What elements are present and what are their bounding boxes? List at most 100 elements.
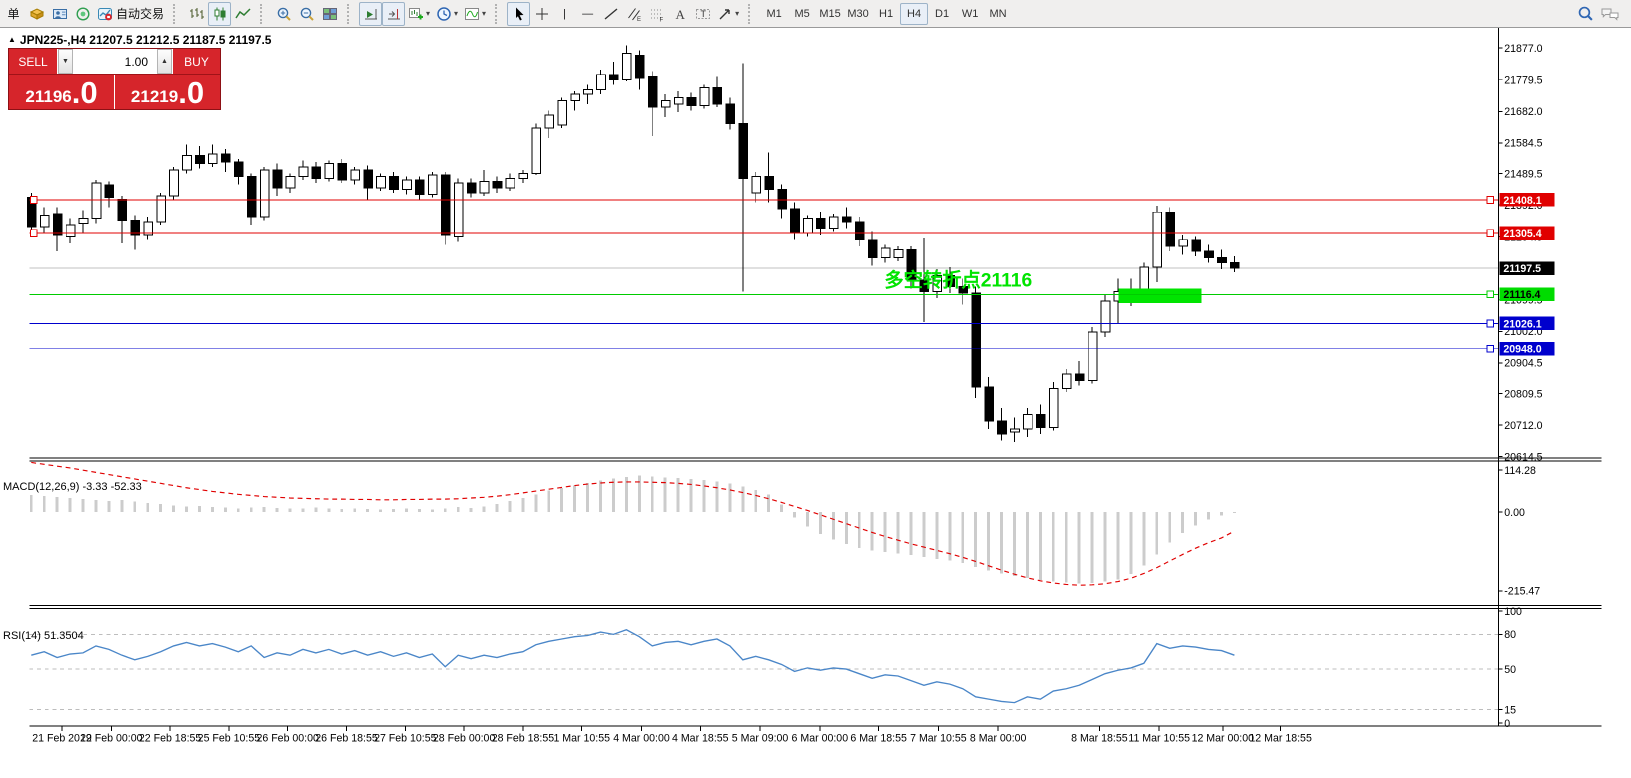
trendline-button[interactable] bbox=[599, 2, 622, 26]
highlight-zone[interactable] bbox=[1118, 288, 1202, 304]
auto-scroll-button[interactable] bbox=[359, 1, 383, 26]
candle-chart-button[interactable] bbox=[208, 1, 232, 26]
line-handle[interactable] bbox=[1486, 196, 1495, 204]
timeframe-w1[interactable]: W1 bbox=[961, 7, 979, 20]
indicators-button[interactable]: ▾ bbox=[461, 2, 489, 26]
toolbar-grip[interactable] bbox=[495, 3, 503, 24]
toolbar-grip[interactable] bbox=[347, 3, 355, 24]
price-badge-label: 20948.0 bbox=[1503, 344, 1541, 356]
timeframe-h1[interactable]: H1 bbox=[879, 7, 894, 20]
sell-price-pips: .0 bbox=[71, 75, 98, 110]
candle-bullish bbox=[660, 100, 671, 108]
timeframe-m30[interactable]: M30 bbox=[847, 7, 869, 20]
time-tick-label: 22 Feb 00:00 bbox=[80, 732, 143, 744]
line-handle[interactable] bbox=[1486, 344, 1495, 353]
shapes-button[interactable]: ▾ bbox=[714, 2, 742, 26]
volume-input[interactable]: 1.00 bbox=[74, 49, 156, 74]
buy-price[interactable]: 21219.0 bbox=[115, 75, 220, 109]
sell-button[interactable]: SELL bbox=[9, 49, 57, 74]
candle-bullish bbox=[544, 114, 555, 129]
price-tick-label: 20809.5 bbox=[1504, 388, 1542, 400]
timeframe-m1[interactable]: M1 bbox=[766, 7, 782, 20]
autotrading-button[interactable]: 自动交易 bbox=[94, 2, 167, 26]
candle-bullish bbox=[453, 182, 464, 237]
time-tick-label: 12 Mar 00:00 bbox=[1192, 732, 1255, 744]
price-tick-label: 21584.5 bbox=[1504, 138, 1542, 150]
timeframe-toolbar: M1 M5 M15 M30 H1 H4 D1 W1 MN bbox=[760, 2, 1012, 25]
candle-bearish bbox=[1204, 250, 1214, 259]
publisher-button[interactable] bbox=[48, 2, 71, 26]
package-button[interactable] bbox=[25, 2, 48, 26]
candle-bullish bbox=[880, 247, 891, 259]
line-handle[interactable] bbox=[1486, 319, 1495, 328]
candle-bearish bbox=[130, 219, 141, 236]
line-chart-button[interactable] bbox=[231, 2, 254, 26]
zoom-out-button[interactable] bbox=[295, 2, 318, 26]
cursor-button[interactable] bbox=[507, 1, 531, 26]
text-label-button[interactable]: T bbox=[691, 2, 714, 26]
volume-decrease-button[interactable]: ▼ bbox=[58, 49, 73, 74]
timeframe-d1[interactable]: D1 bbox=[935, 7, 950, 20]
candle-bullish bbox=[91, 182, 102, 220]
timeframe-m15[interactable]: M15 bbox=[819, 7, 841, 20]
line-handle[interactable] bbox=[29, 196, 38, 204]
rsi-line bbox=[31, 628, 1235, 704]
price-tick-label: 21779.5 bbox=[1504, 75, 1542, 87]
time-tick-label: 12 Mar 18:55 bbox=[1249, 732, 1312, 744]
candle-bullish bbox=[1152, 211, 1163, 268]
fibonacci-button[interactable]: F bbox=[645, 2, 668, 26]
search-button[interactable] bbox=[1574, 2, 1597, 26]
text-button[interactable]: A bbox=[668, 2, 691, 26]
time-tick-label: 27 Feb 10:55 bbox=[374, 732, 437, 744]
candle-bullish bbox=[350, 169, 361, 181]
toolbar-grip[interactable] bbox=[260, 3, 268, 24]
buy-price-main: 21219 bbox=[130, 87, 179, 106]
chart-canvas[interactable]: 多空转折点21116 21877.0 21779.5 21682.0 21584.5 21… bbox=[0, 28, 1631, 778]
macd-tick-label: -215.47 bbox=[1504, 586, 1540, 598]
sell-price[interactable]: 21196.0 bbox=[9, 75, 114, 109]
price-badge-label: 21026.1 bbox=[1503, 318, 1541, 330]
annotation-text[interactable]: 多空转折点21116 bbox=[884, 268, 1032, 291]
radar-button[interactable] bbox=[71, 2, 94, 26]
crosshair-button[interactable] bbox=[530, 2, 553, 26]
buy-button[interactable]: BUY bbox=[173, 49, 220, 74]
collapse-icon[interactable]: ▲ bbox=[8, 35, 16, 44]
new-order-button[interactable]: 单 bbox=[7, 7, 20, 21]
price-tick-label: 21877.0 bbox=[1504, 43, 1542, 55]
toolbar-grip[interactable] bbox=[173, 3, 181, 24]
time-tick-label: 28 Feb 18:55 bbox=[492, 732, 555, 744]
chat-button[interactable] bbox=[1597, 2, 1623, 26]
time-tick-label: 4 Mar 18:55 bbox=[672, 732, 729, 744]
candle-bearish bbox=[195, 155, 205, 165]
line-handle[interactable] bbox=[1486, 229, 1495, 237]
candle-bullish bbox=[1023, 413, 1033, 430]
new-chart-button[interactable]: ▾ bbox=[405, 2, 433, 26]
toolbar-grip[interactable] bbox=[748, 3, 756, 24]
tile-windows-button[interactable] bbox=[318, 2, 341, 26]
candle-bearish bbox=[997, 420, 1007, 435]
candle-bullish bbox=[169, 169, 179, 197]
volume-increase-button[interactable]: ▲ bbox=[157, 49, 172, 74]
candle-bullish bbox=[39, 214, 50, 228]
profiles-button[interactable]: ▾ bbox=[433, 2, 461, 26]
candle-bearish bbox=[415, 179, 425, 195]
candle-bearish bbox=[725, 103, 736, 124]
candle-bullish bbox=[156, 195, 166, 223]
candle-bullish bbox=[259, 169, 270, 218]
timeframe-m5[interactable]: M5 bbox=[794, 7, 810, 20]
horizontal-line-button[interactable]: — bbox=[576, 2, 599, 26]
package-icon bbox=[29, 7, 44, 20]
timeframe-h4[interactable]: H4 bbox=[900, 2, 929, 25]
candle-bullish bbox=[893, 248, 904, 259]
timeframe-mn[interactable]: MN bbox=[989, 7, 1007, 20]
candle-bullish bbox=[751, 176, 762, 194]
line-handle[interactable] bbox=[1486, 290, 1495, 299]
channel-button[interactable]: E bbox=[622, 2, 645, 26]
line-handle[interactable] bbox=[29, 229, 38, 237]
price-badge bbox=[1499, 226, 1555, 240]
bar-chart-button[interactable] bbox=[185, 2, 208, 26]
vertical-line-button[interactable]: | bbox=[553, 2, 576, 26]
chart-shift-button[interactable] bbox=[382, 1, 406, 26]
candle-bullish bbox=[622, 53, 632, 81]
zoom-in-button[interactable] bbox=[272, 2, 295, 26]
